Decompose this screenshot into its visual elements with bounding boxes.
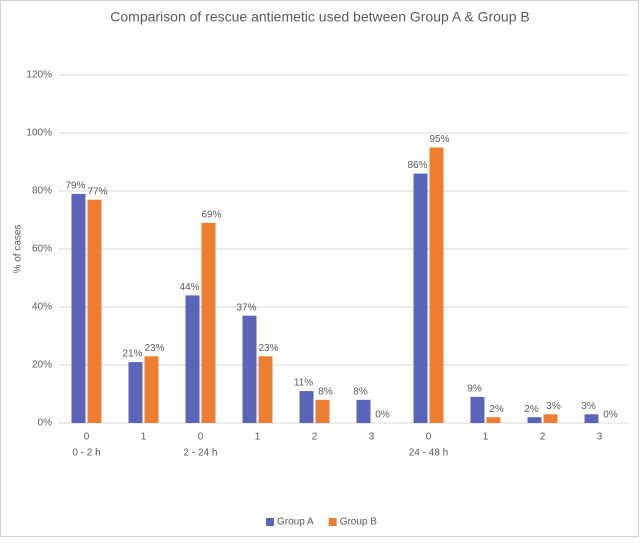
bar — [315, 399, 330, 423]
data-label: 3% — [581, 401, 596, 412]
bar — [429, 147, 444, 423]
x-tick-label: 3 — [369, 432, 375, 443]
y-tick-label: 80% — [32, 186, 52, 197]
legend-label: Group A — [277, 517, 314, 528]
x-tick-label: 1 — [483, 432, 489, 443]
data-label: 3% — [546, 401, 561, 412]
data-label: 0% — [603, 410, 618, 421]
bar — [356, 399, 371, 423]
data-label: 9% — [467, 384, 482, 395]
y-tick-label: 100% — [26, 128, 52, 139]
data-label: 21% — [122, 349, 142, 360]
data-label: 8% — [318, 386, 333, 397]
x-tick-label: 2 — [540, 432, 546, 443]
bar — [201, 222, 216, 423]
data-label: 8% — [353, 386, 368, 397]
bar — [87, 199, 102, 423]
bar — [242, 315, 257, 423]
y-tick-label: 20% — [32, 360, 52, 371]
bar — [128, 362, 143, 423]
bar — [185, 295, 200, 423]
legend-swatch — [266, 518, 274, 526]
x-tick-label: 0 — [198, 432, 204, 443]
x-group-label: 2 - 24 h — [184, 448, 218, 459]
y-axis-label: % of cases — [13, 225, 24, 274]
bar — [299, 391, 314, 423]
data-label: 23% — [258, 343, 278, 354]
data-label: 44% — [179, 282, 199, 293]
y-tick-label: 60% — [32, 244, 52, 255]
x-tick-label: 0 — [426, 432, 432, 443]
data-label: 23% — [144, 343, 164, 354]
bar — [584, 414, 599, 423]
data-label: 95% — [429, 134, 449, 145]
data-label: 79% — [65, 181, 85, 192]
legend-swatch — [328, 518, 337, 526]
data-label: 0% — [375, 410, 390, 421]
x-tick-label: 1 — [255, 432, 261, 443]
bar — [470, 396, 485, 423]
bar — [543, 414, 558, 423]
data-label: 2% — [489, 404, 504, 415]
y-tick-label: 0% — [38, 418, 53, 429]
bar — [71, 193, 86, 423]
bar — [486, 417, 501, 423]
data-label: 77% — [87, 186, 107, 197]
legend-label: Group B — [340, 517, 378, 528]
chart-title: Comparison of rescue antiemetic used bet… — [110, 9, 529, 25]
x-group-label: 24 - 48 h — [409, 448, 448, 459]
data-label: 2% — [524, 404, 539, 415]
data-label: 69% — [201, 210, 221, 221]
x-tick-label: 0 — [84, 432, 90, 443]
x-tick-label: 1 — [141, 432, 147, 443]
bar — [258, 356, 273, 423]
x-group-label: 0 - 2 h — [72, 448, 100, 459]
bar — [413, 173, 428, 423]
x-tick-label: 3 — [597, 432, 603, 443]
y-tick-label: 120% — [26, 70, 52, 81]
data-label: 86% — [407, 160, 427, 171]
y-tick-label: 40% — [32, 302, 52, 313]
bar — [527, 417, 542, 423]
data-label: 37% — [236, 302, 256, 313]
data-label: 11% — [294, 378, 313, 389]
bar — [144, 356, 159, 423]
x-tick-label: 2 — [312, 432, 318, 443]
